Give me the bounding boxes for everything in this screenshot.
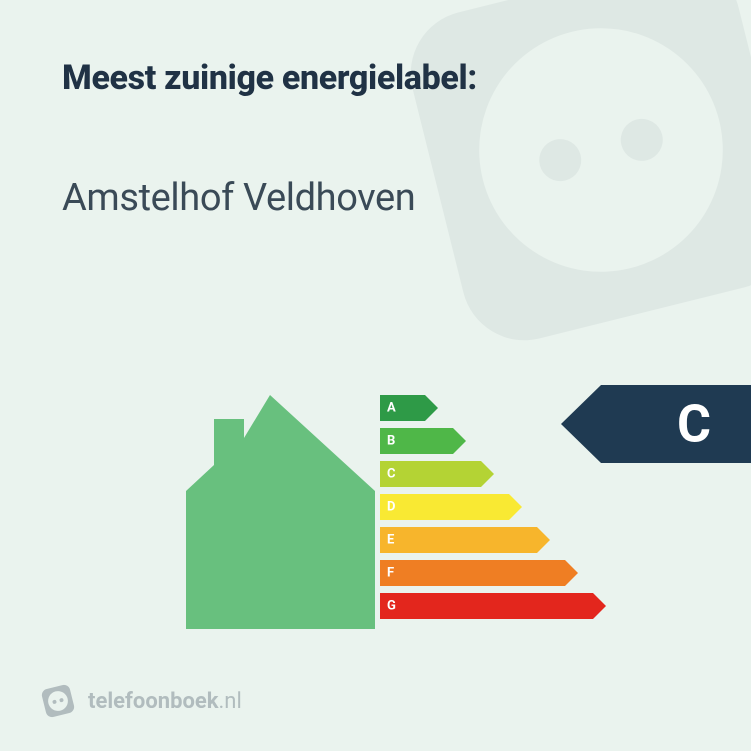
location-name: Amstelhof Veldhoven (62, 176, 689, 220)
energy-bar-d: D (380, 494, 606, 520)
rating-letter: C (677, 394, 711, 455)
energy-bar-g: G (380, 593, 606, 619)
energy-bar-label: C (387, 467, 396, 482)
footer-brand: telefoonboek.nl (40, 683, 242, 719)
energy-bar-e: E (380, 527, 606, 553)
energy-bar-f: F (380, 560, 606, 586)
brand-text: telefoonboek.nl (88, 689, 242, 714)
energy-bar-label: F (387, 566, 394, 581)
energy-bar-label: G (387, 599, 396, 614)
rating-indicator: C (561, 385, 751, 463)
house-icon (160, 395, 380, 635)
brand-logo-icon (40, 683, 76, 719)
content-area: Meest zuinige energielabel: Amstelhof Ve… (0, 0, 751, 220)
energy-bar-label: D (387, 500, 395, 515)
energy-bar-c: C (380, 461, 606, 487)
energy-bar-label: E (387, 533, 394, 548)
energy-label-figure: A B C D E F G C (0, 395, 751, 655)
brand-name: telefoonboek (88, 689, 219, 714)
energy-bar-label: A (387, 401, 396, 416)
brand-tld: .nl (219, 689, 242, 714)
energy-bar-label: B (387, 434, 395, 449)
page-title: Meest zuinige energielabel: (62, 58, 689, 98)
